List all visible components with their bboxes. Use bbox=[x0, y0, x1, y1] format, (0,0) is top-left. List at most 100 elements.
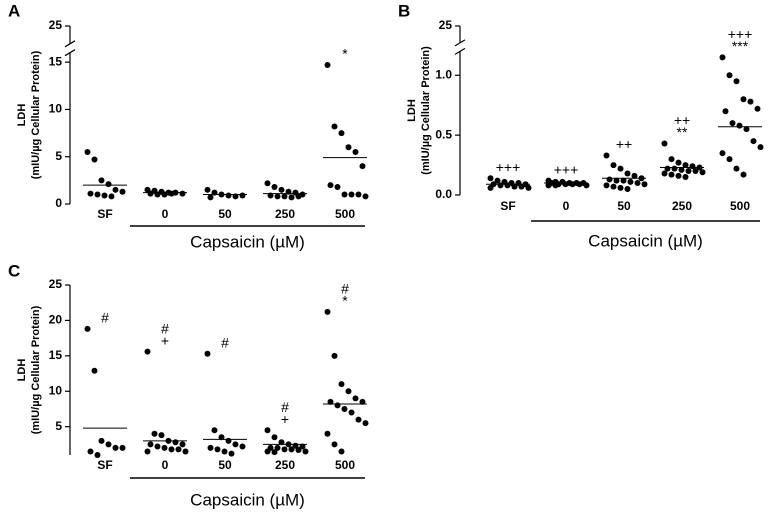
data-point bbox=[743, 126, 750, 133]
y-tick-label: 10 bbox=[49, 383, 63, 397]
data-point bbox=[668, 171, 675, 178]
data-point bbox=[182, 448, 189, 455]
data-point bbox=[147, 441, 154, 448]
significance-mark: # bbox=[161, 320, 169, 336]
data-point bbox=[525, 184, 532, 191]
data-point bbox=[119, 444, 126, 451]
data-point bbox=[736, 122, 743, 129]
data-point bbox=[87, 448, 94, 455]
data-point bbox=[610, 183, 617, 190]
data-point bbox=[84, 325, 91, 332]
data-point bbox=[154, 443, 161, 450]
data-point bbox=[151, 430, 158, 437]
data-point bbox=[362, 193, 369, 200]
data-point bbox=[101, 192, 108, 199]
data-point bbox=[754, 105, 761, 112]
x-tick-label: 250 bbox=[275, 458, 295, 472]
data-point bbox=[147, 190, 154, 197]
data-point bbox=[355, 416, 362, 423]
data-point bbox=[487, 184, 494, 191]
data-point bbox=[678, 166, 685, 173]
significance-mark: * bbox=[342, 46, 348, 62]
data-point bbox=[239, 192, 246, 199]
data-point bbox=[682, 174, 689, 181]
data-point bbox=[617, 184, 624, 191]
panel-label: C bbox=[8, 261, 20, 280]
data-point bbox=[288, 194, 295, 201]
data-point bbox=[497, 182, 504, 189]
data-point bbox=[733, 165, 740, 172]
data-point bbox=[352, 395, 359, 402]
data-point bbox=[487, 175, 494, 182]
data-point bbox=[119, 188, 126, 195]
data-point bbox=[726, 72, 733, 79]
data-point bbox=[218, 434, 225, 441]
data-point bbox=[668, 156, 675, 163]
y-axis-label: (mIU/µg Cellular Protein) bbox=[30, 305, 42, 434]
data-point bbox=[295, 193, 302, 200]
data-point bbox=[504, 182, 511, 189]
data-point bbox=[729, 120, 736, 127]
significance-mark: # bbox=[221, 334, 229, 350]
data-point bbox=[747, 98, 754, 105]
data-point bbox=[281, 193, 288, 200]
data-point bbox=[168, 446, 175, 453]
x-tick-label: 50 bbox=[617, 199, 631, 213]
significance-mark: + bbox=[281, 411, 289, 427]
data-point bbox=[264, 448, 271, 455]
x-tick-label: 0 bbox=[162, 458, 169, 472]
data-point bbox=[225, 192, 232, 199]
x-tick-label: SF bbox=[97, 458, 112, 472]
y-tick-label: 0 bbox=[55, 196, 62, 210]
x-axis-label: Capsaicin (µM) bbox=[190, 490, 305, 509]
x-tick-label: SF bbox=[500, 199, 515, 213]
data-point bbox=[338, 130, 345, 137]
data-point bbox=[112, 186, 119, 193]
data-point bbox=[94, 452, 101, 458]
data-point bbox=[207, 444, 214, 451]
data-point bbox=[338, 381, 345, 388]
significance-mark: + bbox=[161, 332, 169, 348]
data-point bbox=[583, 182, 590, 189]
y-tick-label: 0.0 bbox=[435, 187, 452, 201]
significance-mark: * bbox=[342, 293, 348, 309]
significance-mark: ** bbox=[677, 124, 688, 140]
data-point bbox=[98, 177, 105, 184]
axis-break bbox=[454, 39, 466, 55]
data-point bbox=[207, 194, 214, 201]
y-tick-label: 25 bbox=[439, 18, 453, 32]
data-point bbox=[685, 168, 692, 175]
data-point bbox=[719, 150, 726, 157]
data-point bbox=[345, 388, 352, 395]
data-point bbox=[172, 439, 179, 446]
x-tick-label: 250 bbox=[672, 199, 692, 213]
data-point bbox=[327, 398, 334, 405]
y-axis-label: LDH bbox=[406, 99, 418, 122]
data-point bbox=[627, 178, 634, 185]
data-point bbox=[359, 398, 366, 405]
data-point bbox=[613, 177, 620, 184]
data-point bbox=[692, 168, 699, 175]
data-point bbox=[740, 171, 747, 178]
data-point bbox=[617, 165, 624, 172]
x-tick-label: 0 bbox=[563, 199, 570, 213]
data-point bbox=[225, 437, 232, 444]
x-tick-label: 50 bbox=[218, 207, 232, 221]
y-tick-label: 1.0 bbox=[435, 67, 452, 81]
data-point bbox=[331, 352, 338, 359]
data-point bbox=[91, 156, 98, 163]
x-axis-label: Capsaicin (µM) bbox=[190, 232, 305, 251]
data-point bbox=[606, 176, 613, 183]
data-point bbox=[661, 140, 668, 147]
data-point bbox=[274, 444, 281, 451]
data-point bbox=[295, 447, 302, 454]
data-point bbox=[94, 191, 101, 198]
data-point bbox=[271, 183, 278, 190]
data-point bbox=[239, 443, 246, 450]
x-tick-label: 500 bbox=[730, 199, 750, 213]
data-point bbox=[545, 182, 552, 189]
data-point bbox=[675, 172, 682, 179]
data-point bbox=[214, 446, 221, 453]
data-point bbox=[661, 170, 668, 177]
